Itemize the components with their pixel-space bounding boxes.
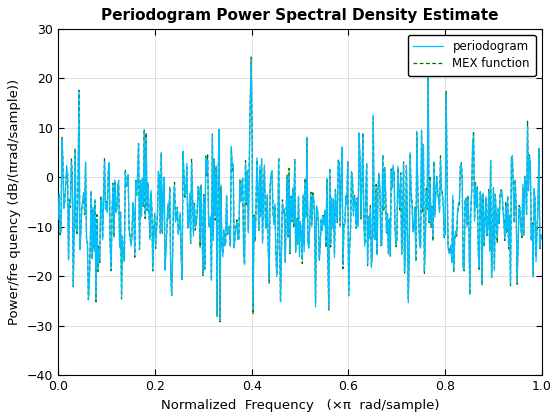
periodogram: [124, 184, 130, 189]
Line: MEX function: MEX function: [58, 57, 542, 322]
Legend: periodogram, MEX function: periodogram, MEX function: [408, 34, 536, 76]
Y-axis label: Power/fre quency (dB/(πrad/sample)): Power/fre quency (dB/(πrad/sample)): [8, 79, 21, 325]
MEX function: [124, 185, 130, 190]
MEX function: [269, 209, 276, 214]
periodogram: [488, 275, 495, 280]
MEX function: [452, 229, 459, 234]
Title: Periodogram Power Spectral Density Estimate: Periodogram Power Spectral Density Estim…: [101, 8, 498, 24]
periodogram: [64, 172, 71, 177]
periodogram: [248, 58, 255, 63]
periodogram: [216, 127, 222, 132]
periodogram: [452, 228, 459, 234]
MEX function: [217, 319, 223, 324]
MEX function: [64, 171, 71, 176]
MEX function: [55, 214, 62, 219]
periodogram: [217, 318, 223, 323]
Line: periodogram: periodogram: [58, 61, 542, 321]
MEX function: [488, 275, 495, 280]
MEX function: [216, 128, 222, 133]
periodogram: [269, 206, 276, 211]
X-axis label: Normalized  Frequency   (×π  rad/sample): Normalized Frequency (×π rad/sample): [161, 399, 439, 412]
periodogram: [538, 236, 545, 241]
periodogram: [55, 217, 62, 222]
MEX function: [538, 235, 545, 240]
MEX function: [248, 55, 255, 60]
